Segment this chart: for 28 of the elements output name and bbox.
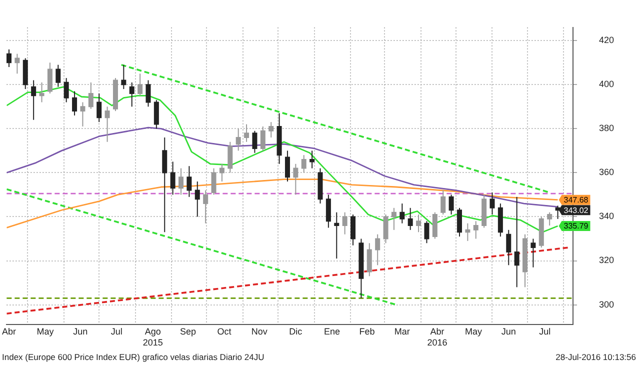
x-tick-label: Abr 2016 [427, 326, 448, 348]
y-tick-label: 340 [598, 211, 614, 222]
annotation: 343.02 [564, 206, 589, 215]
data-label: 347.68 [564, 196, 589, 205]
y-tick-label: 320 [598, 255, 614, 266]
x-tick-label: Sep [180, 326, 196, 336]
y-tick-label: 360 [598, 167, 614, 178]
x-tick-label: Jun [73, 326, 88, 336]
y-tick-label: 380 [598, 123, 614, 134]
x-tick-label: May [465, 326, 483, 336]
x-tick-label: Jul [110, 326, 122, 336]
y-tick-label: 420 [598, 35, 614, 46]
y-tick-label: 400 [598, 79, 614, 90]
data-label: 335.79 [564, 222, 589, 231]
x-tick-label: Dic [289, 326, 303, 336]
x-tick-label: Abr [2, 326, 16, 336]
x-tick-label: May [36, 326, 54, 336]
x-tick-label: Oct [217, 326, 232, 336]
text: 28-Jul-2016 10:13:56 [556, 352, 636, 362]
x-tick-label: Ago 2015 [142, 326, 163, 348]
x-tick-label: Nov [251, 326, 268, 336]
x-tick-label: Jul [539, 326, 551, 336]
x-tick-label: Mar [394, 326, 410, 336]
x-tick-label: Ene [324, 326, 340, 336]
y-tick-label: 300 [598, 299, 614, 310]
x-tick-label: Feb [359, 326, 375, 336]
text: Index (Europe 600 Price Index EUR) grafico velas diarias Diario 24JU [2, 352, 264, 362]
x-tick-label: Jun [501, 326, 516, 336]
